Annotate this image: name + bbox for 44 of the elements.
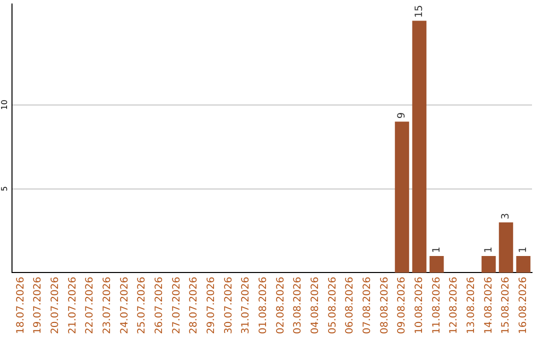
x-tick-label: 16.08.2026 [518, 276, 529, 334]
x-tick-label: 13.08.2026 [466, 276, 477, 334]
y-tick-label: 5 [0, 186, 10, 192]
x-tick-label: 24.07.2026 [119, 276, 130, 334]
bar [430, 256, 444, 273]
data-label: 1 [518, 246, 529, 253]
x-tick-label: 30.07.2026 [223, 276, 234, 334]
x-tick-label: 01.08.2026 [258, 276, 269, 334]
x-tick-label: 26.07.2026 [154, 276, 165, 334]
bar [516, 256, 530, 273]
data-label: 1 [431, 246, 442, 253]
x-tick-label: 12.08.2026 [448, 276, 460, 334]
x-tick-label: 10.08.2026 [414, 276, 425, 334]
x-tick-label: 15.08.2026 [500, 276, 512, 334]
bar [394, 122, 410, 273]
x-tick-label: 25.07.2026 [136, 276, 148, 334]
x-tick-label: 05.08.2026 [327, 276, 338, 334]
data-label: 3 [500, 212, 512, 220]
x-tick-label: 22.07.2026 [84, 276, 96, 334]
data-label: 9 [396, 112, 408, 119]
data-label: 15 [414, 5, 425, 18]
x-tick-label: 03.08.2026 [292, 276, 304, 334]
x-tick-label: 21.07.2026 [67, 276, 78, 334]
data-label: 1 [483, 246, 494, 253]
x-tick-label: 23.07.2026 [102, 276, 113, 334]
x-tick-label: 07.08.2026 [362, 276, 373, 334]
x-tick-label: 20.07.2026 [50, 276, 61, 334]
x-tick-label: 18.07.2026 [15, 276, 26, 334]
x-tick-label: 19.07.2026 [32, 276, 44, 334]
bar [412, 20, 426, 273]
x-tick-label: 09.08.2026 [396, 276, 408, 334]
x-tick-label: 06.08.2026 [344, 276, 356, 334]
x-tick-label: 08.08.2026 [379, 276, 390, 334]
bar [498, 222, 514, 273]
bar [482, 256, 496, 273]
x-tick-label: 27.07.2026 [171, 276, 182, 334]
x-tick-label: 02.08.2026 [275, 276, 286, 334]
x-tick-label: 29.07.2026 [206, 276, 217, 334]
x-tick-label: 11.08.2026 [431, 276, 442, 334]
x-tick-label: 04.08.2026 [310, 276, 321, 334]
x-tick-label: 31.07.2026 [240, 276, 252, 334]
y-tick-label: 10 [0, 100, 10, 110]
x-tick-label: 28.07.2026 [188, 276, 200, 334]
x-tick-label: 14.08.2026 [483, 276, 494, 334]
